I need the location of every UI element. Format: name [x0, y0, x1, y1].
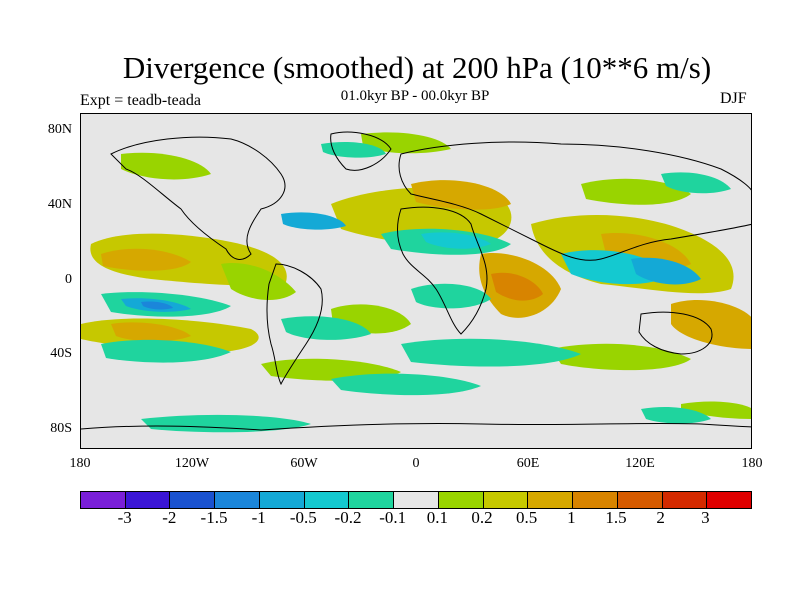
- divergence-map: [80, 113, 752, 449]
- colorbar-box: [394, 492, 439, 508]
- colorbar-label: -1: [251, 508, 266, 527]
- coastline-eurasia: [398, 141, 751, 261]
- divergence-patch: [421, 232, 491, 249]
- colorbar-box: [617, 492, 663, 508]
- colorbar-box: [304, 492, 350, 508]
- divergence-patch: [411, 283, 491, 309]
- divergence-patch: [101, 248, 191, 271]
- lon-label: 120W: [174, 456, 210, 471]
- colorbar-label: 0.2: [471, 508, 493, 527]
- colorbar-label: -0.1: [379, 508, 407, 527]
- colorbar-box: [662, 492, 708, 508]
- coastline-antarctica: [81, 422, 751, 431]
- lat-label: 80N: [47, 122, 72, 137]
- colorbar-box: [707, 492, 752, 508]
- coastline-south-america: [266, 263, 323, 386]
- divergence-patch: [551, 343, 691, 371]
- divergence-patch: [281, 212, 346, 230]
- colorbar-box: [573, 492, 618, 508]
- coastline-australia: [638, 311, 713, 355]
- colorbar-box: [170, 492, 216, 508]
- divergence-patch: [491, 272, 543, 301]
- colorbar-label: 1: [567, 508, 576, 527]
- lon-label: 180: [741, 456, 763, 471]
- divergence-patch: [401, 338, 581, 367]
- season-label: DJF: [720, 90, 747, 107]
- colorbar: [80, 491, 752, 509]
- divergence-patch: [281, 316, 371, 340]
- colorbar-box: [483, 492, 529, 508]
- coastline-africa: [397, 206, 488, 335]
- divergence-patch: [121, 152, 211, 180]
- divergence-patch: [631, 257, 701, 285]
- lon-label: 60E: [516, 456, 540, 471]
- divergence-negative-areas: [101, 142, 731, 433]
- lat-label: 0: [65, 272, 72, 287]
- colorbar-box: [125, 492, 171, 508]
- colorbar-box: [259, 492, 305, 508]
- divergence-patch: [221, 263, 296, 300]
- lat-label: 40S: [50, 346, 72, 361]
- colorbar-label: 1.5: [605, 508, 627, 527]
- divergence-patch: [641, 407, 711, 424]
- colorbar-label: 0.1: [426, 508, 448, 527]
- divergence-patch: [141, 414, 311, 433]
- divergence-patch: [411, 180, 511, 210]
- colorbar-box: [81, 492, 126, 508]
- plot-subtitle: 01.0kyr BP - 00.0kyr BP: [340, 88, 490, 104]
- divergence-patch: [581, 178, 691, 205]
- divergence-patch: [321, 142, 386, 158]
- colorbar-label: 2: [656, 508, 665, 527]
- colorbar-label: -3: [117, 508, 132, 527]
- coastlines: [81, 131, 751, 431]
- colorbar-box: [528, 492, 574, 508]
- lat-label: 80S: [50, 421, 72, 436]
- colorbar-box: [215, 492, 260, 508]
- colorbar-box: [349, 492, 395, 508]
- coastline-north-america: [110, 136, 286, 260]
- lon-label: 60W: [290, 456, 318, 471]
- lat-label: 40N: [47, 197, 72, 212]
- colorbar-label: -0.5: [289, 508, 317, 527]
- divergence-patch: [111, 322, 191, 342]
- coastline-greenland: [330, 131, 392, 171]
- colorbar-label: -0.2: [334, 508, 362, 527]
- divergence-patch: [141, 301, 173, 310]
- experiment-label: Expt = teadb-teada: [80, 92, 201, 109]
- colorbar-label: -1.5: [200, 508, 228, 527]
- map-field: [81, 131, 751, 433]
- lon-label: 120E: [625, 456, 655, 471]
- divergence-patch: [671, 299, 751, 349]
- colorbar-box: [438, 492, 484, 508]
- colorbar-label: 3: [701, 508, 710, 527]
- divergence-patch: [101, 339, 231, 363]
- divergence-patch: [331, 373, 481, 396]
- divergence-patch: [661, 172, 731, 194]
- lon-label: 0: [412, 456, 420, 471]
- colorbar-label: -2: [162, 508, 177, 527]
- colorbar-label: 0.5: [516, 508, 538, 527]
- lon-label: 180: [69, 456, 91, 471]
- plot-title: Divergence (smoothed) at 200 hPa (10**6 …: [122, 50, 712, 85]
- divergence-patch: [681, 401, 751, 419]
